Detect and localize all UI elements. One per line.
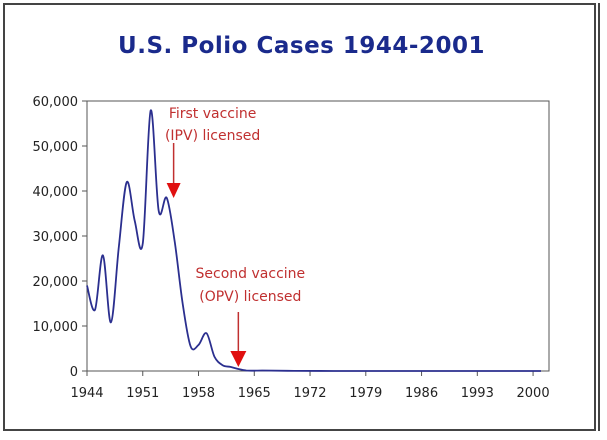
x-tick-label: 1986 xyxy=(405,386,438,401)
plot-area xyxy=(86,100,550,372)
x-tick-label: 2000 xyxy=(517,386,550,401)
annotation-label: First vaccine xyxy=(169,106,257,122)
y-tick-label: 10,000 xyxy=(33,320,79,335)
y-tick-label: 20,000 xyxy=(33,275,79,290)
annotation-label: (IPV) licensed xyxy=(165,128,260,144)
annotation-arrow-head xyxy=(230,351,247,367)
x-tick-label: 1944 xyxy=(70,386,103,401)
y-tick-label: 50,000 xyxy=(33,140,79,155)
series-line xyxy=(86,109,541,372)
page-edge xyxy=(598,3,605,431)
y-tick-label: 0 xyxy=(70,365,78,380)
x-tick-label: 1958 xyxy=(182,386,215,401)
x-tick-label: 1993 xyxy=(461,386,494,401)
y-tick-label: 30,000 xyxy=(33,230,79,245)
annotation-label: (OPV) licensed xyxy=(199,289,301,305)
y-tick-label: 40,000 xyxy=(33,185,79,200)
chart-title: U.S. Polio Cases 1944-2001 xyxy=(118,33,485,59)
x-tick-label: 1972 xyxy=(293,386,326,401)
chart-frame: U.S. Polio Cases 1944-2001 xyxy=(3,3,596,431)
x-tick-label: 1979 xyxy=(349,386,382,401)
x-tick-label: 1965 xyxy=(238,386,271,401)
y-tick-label: 60,000 xyxy=(33,95,79,110)
annotation-arrow-head xyxy=(166,183,181,198)
annotation-label: Second vaccine xyxy=(196,266,306,282)
x-tick-label: 1951 xyxy=(126,386,159,401)
